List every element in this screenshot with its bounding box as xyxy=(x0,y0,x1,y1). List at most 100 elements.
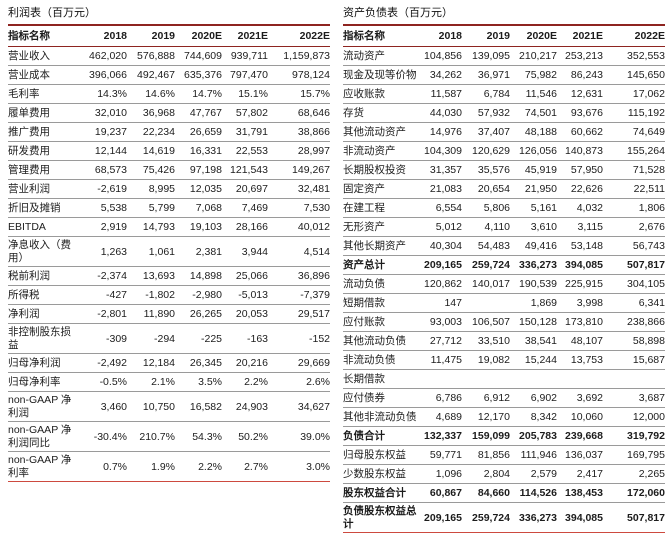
value-cell: 21,083 xyxy=(429,183,462,195)
value-cell: 6,786 xyxy=(435,392,462,404)
value-cell: 40,304 xyxy=(429,240,462,252)
row-label: 长期股权投资 xyxy=(343,163,406,176)
row-label: 其他长期资产 xyxy=(343,239,406,252)
value-cell: 0.7% xyxy=(103,460,127,473)
value-cell: 259,724 xyxy=(472,259,510,271)
row-label: 研发费用 xyxy=(8,144,50,157)
value-cell: 36,968 xyxy=(142,107,175,119)
value-cell: 209,165 xyxy=(424,511,462,524)
value-cell: 14,619 xyxy=(142,145,175,157)
value-cell: 2.7% xyxy=(244,460,268,473)
column-header-indicator-name: 指标名称 xyxy=(8,29,50,42)
value-cell: 3.0% xyxy=(306,460,330,473)
value-cell: 336,273 xyxy=(519,511,557,524)
value-cell: 16,582 xyxy=(189,400,222,413)
row-label: 应收账款 xyxy=(343,87,385,100)
table-row: 研发费用 12,144 14,619 16,331 22,553 28,997 xyxy=(8,142,330,161)
value-cell: 136,037 xyxy=(565,449,603,461)
value-cell: 28,166 xyxy=(235,221,268,233)
value-cell: 26,659 xyxy=(189,126,222,138)
row-label: 营业成本 xyxy=(8,68,50,81)
row-label: 其他流动负债 xyxy=(343,334,406,347)
balance-sheet-table: 资产负债表（百万元） 指标名称 2018 2019 2020E 2021E 2022E 流… xyxy=(343,5,665,533)
table-row: EBITDA 2,919 14,793 19,103 28,166 40,012 xyxy=(8,218,330,237)
value-cell: 3,115 xyxy=(577,221,604,233)
value-cell: 3.5% xyxy=(198,376,222,388)
row-label: 长期借款 xyxy=(343,372,385,385)
value-cell: 36,896 xyxy=(297,270,330,282)
value-cell: 3,610 xyxy=(530,221,557,233)
row-label: 归母净利率 xyxy=(8,375,61,388)
value-cell xyxy=(603,378,665,380)
value-cell: -2,492 xyxy=(97,357,127,369)
value-cell: 3,944 xyxy=(241,245,268,258)
row-label: 毛利率 xyxy=(8,87,40,100)
value-cell: 209,165 xyxy=(424,259,462,271)
income-statement-table: 利润表（百万元） 指标名称 2018 2019 2020E 2021E 2022E 营业收… xyxy=(8,5,330,533)
row-label: 净息收入（费用） xyxy=(8,239,71,264)
value-cell: -309 xyxy=(105,332,127,345)
row-label: 推广费用 xyxy=(8,125,50,138)
value-cell: 32,481 xyxy=(297,183,330,195)
table-row: 履单费用 32,010 36,968 47,767 57,802 68,646 xyxy=(8,104,330,123)
value-cell: 12,144 xyxy=(94,145,127,157)
table-row: 推广费用 19,237 22,234 26,659 31,791 38,866 xyxy=(8,123,330,142)
value-cell: 49,416 xyxy=(524,240,557,252)
table-row: 非控制股东损益 -309 -294 -225 -163 -152 xyxy=(8,324,330,354)
value-cell xyxy=(418,378,462,380)
table-row: 流动负债 120,862 140,017 190,539 225,915 304,105 xyxy=(343,275,665,294)
value-cell: 54.3% xyxy=(192,430,222,443)
value-cell: 60,867 xyxy=(429,487,462,499)
value-cell: -2,619 xyxy=(97,183,127,195)
table-row: 应收账款 11,587 6,784 11,546 12,631 17,062 xyxy=(343,85,665,104)
row-label: 管理费用 xyxy=(8,163,50,176)
table-row: 其他流动负债 27,712 33,510 38,541 48,107 58,898 xyxy=(343,332,665,351)
value-cell: 138,453 xyxy=(565,487,603,499)
value-cell: 352,553 xyxy=(627,50,665,62)
value-cell: 7,068 xyxy=(195,202,222,214)
value-cell: 7,530 xyxy=(303,202,330,214)
row-label: 归母股东权益 xyxy=(343,448,406,461)
row-label: 折旧及摊销 xyxy=(8,201,61,214)
value-cell: 8,995 xyxy=(148,183,175,195)
value-cell: 2,919 xyxy=(100,221,127,233)
value-cell: 20,654 xyxy=(477,183,510,195)
value-cell: 36,971 xyxy=(477,69,510,81)
table-row: 现金及现等价物 34,262 36,971 75,982 86,243 145,650 xyxy=(343,66,665,85)
value-cell: 13,753 xyxy=(570,354,603,366)
row-label: 负债股东权益总计 xyxy=(343,505,417,530)
table-row: 负债合计 132,337 159,099 205,783 239,668 319,792 xyxy=(343,427,665,446)
value-cell: 22,553 xyxy=(235,145,268,157)
value-cell: 22,234 xyxy=(142,126,175,138)
value-cell: 8,342 xyxy=(530,411,557,423)
column-header-year: 2019 xyxy=(151,30,175,42)
value-cell: 29,669 xyxy=(297,357,330,369)
column-header-year: 2022E xyxy=(634,30,665,42)
value-cell: 7,469 xyxy=(241,202,268,214)
value-cell: 121,543 xyxy=(230,164,268,176)
value-cell: 2,804 xyxy=(483,468,510,480)
row-label: 归母净利润 xyxy=(8,356,61,369)
value-cell: 1,869 xyxy=(530,297,557,309)
table-row: 少数股东权益 1,096 2,804 2,579 2,417 2,265 xyxy=(343,465,665,484)
value-cell: -2,374 xyxy=(97,270,127,282)
value-cell: 394,085 xyxy=(565,511,603,524)
value-cell: 93,676 xyxy=(570,107,603,119)
value-cell: 3,692 xyxy=(576,392,603,404)
value-cell: 155,264 xyxy=(627,145,665,157)
value-cell: 29,517 xyxy=(297,308,330,320)
value-cell: 2,417 xyxy=(576,468,603,480)
value-cell: 396,066 xyxy=(89,69,127,81)
table-row: 应付债券 6,786 6,912 6,902 3,692 3,687 xyxy=(343,389,665,408)
row-label: 资产总计 xyxy=(343,258,385,271)
value-cell: 32,010 xyxy=(94,107,127,119)
value-cell: 744,609 xyxy=(184,50,222,62)
value-cell: 35,576 xyxy=(477,164,510,176)
row-label: 所得税 xyxy=(8,288,40,301)
table-row: 归母净利率 -0.5% 2.1% 3.5% 2.2% 2.6% xyxy=(8,373,330,392)
value-cell: 4,110 xyxy=(484,221,511,233)
value-cell: 75,426 xyxy=(142,164,175,176)
value-cell: 2.6% xyxy=(306,376,330,388)
value-cell: 31,791 xyxy=(235,126,268,138)
